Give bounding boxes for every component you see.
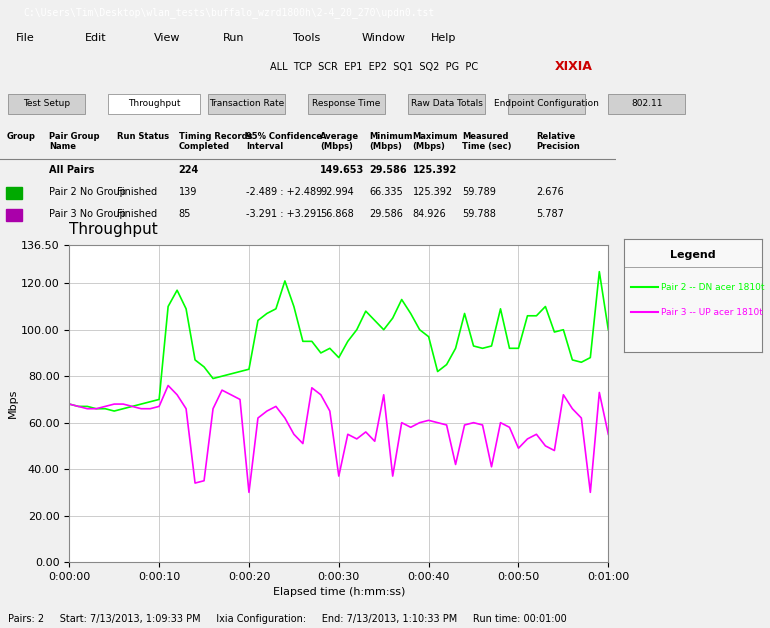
Text: -2.489 : +2.489: -2.489 : +2.489 xyxy=(246,187,323,197)
Text: Pair 2 -- DN acer 1810t: Pair 2 -- DN acer 1810t xyxy=(661,283,765,292)
Text: Legend: Legend xyxy=(670,250,716,260)
Text: Pair 3 No Group: Pair 3 No Group xyxy=(49,209,126,219)
Text: All Pairs: All Pairs xyxy=(49,165,95,175)
Text: 95% Confidence
Interval: 95% Confidence Interval xyxy=(246,132,323,151)
Text: Test Setup: Test Setup xyxy=(22,99,70,108)
Text: Relative
Precision: Relative Precision xyxy=(536,132,580,151)
Text: Transaction Rate: Transaction Rate xyxy=(209,99,284,108)
FancyBboxPatch shape xyxy=(408,94,485,114)
X-axis label: Elapsed time (h:mm:ss): Elapsed time (h:mm:ss) xyxy=(273,587,405,597)
Text: 2.676: 2.676 xyxy=(536,187,564,197)
Text: View: View xyxy=(154,33,180,43)
Text: 92.994: 92.994 xyxy=(320,187,354,197)
Text: File: File xyxy=(15,33,34,43)
Text: ALL  TCP  SCR  EP1  EP2  SQ1  SQ2  PG  PC: ALL TCP SCR EP1 EP2 SQ1 SQ2 PG PC xyxy=(270,62,477,72)
Text: Pair Group
Name: Pair Group Name xyxy=(49,132,100,151)
Text: Pairs: 2     Start: 7/13/2013, 1:09:33 PM     Ixia Configuration:     End: 7/13/: Pairs: 2 Start: 7/13/2013, 1:09:33 PM Ix… xyxy=(8,614,567,624)
FancyBboxPatch shape xyxy=(108,94,200,114)
Text: Throughput: Throughput xyxy=(128,99,180,108)
Text: 5.787: 5.787 xyxy=(536,209,564,219)
FancyBboxPatch shape xyxy=(208,94,285,114)
Text: Edit: Edit xyxy=(85,33,106,43)
Text: 29.586: 29.586 xyxy=(370,165,407,175)
Text: 224: 224 xyxy=(179,165,199,175)
FancyBboxPatch shape xyxy=(508,94,585,114)
Text: C:\Users\Tim\Desktop\wlan_tests\buffalo_wzrd1800h\2-4_20_270\updn0.tst: C:\Users\Tim\Desktop\wlan_tests\buffalo_… xyxy=(23,7,434,18)
Text: Response Time: Response Time xyxy=(313,99,380,108)
Bar xyxy=(6,209,22,222)
Text: 125.392: 125.392 xyxy=(413,165,457,175)
Bar xyxy=(6,187,22,200)
Text: XIXIA: XIXIA xyxy=(554,60,592,73)
Text: -3.291 : +3.291: -3.291 : +3.291 xyxy=(246,209,323,219)
Text: 59.789: 59.789 xyxy=(462,187,496,197)
Text: Throughput: Throughput xyxy=(69,222,158,237)
Text: 802.11: 802.11 xyxy=(631,99,662,108)
Text: Maximum
(Mbps): Maximum (Mbps) xyxy=(413,132,458,151)
Text: Group: Group xyxy=(6,132,35,141)
Text: 125.392: 125.392 xyxy=(413,187,453,197)
Y-axis label: Mbps: Mbps xyxy=(8,389,18,418)
Text: Pair 2 No Group: Pair 2 No Group xyxy=(49,187,126,197)
FancyBboxPatch shape xyxy=(308,94,385,114)
FancyBboxPatch shape xyxy=(8,94,85,114)
Text: Help: Help xyxy=(431,33,457,43)
Text: Endpoint Configuration: Endpoint Configuration xyxy=(494,99,599,108)
Text: 84.926: 84.926 xyxy=(413,209,447,219)
Text: Measured
Time (sec): Measured Time (sec) xyxy=(462,132,511,151)
Text: Average
(Mbps): Average (Mbps) xyxy=(320,132,360,151)
Text: Tools: Tools xyxy=(293,33,320,43)
Text: 66.335: 66.335 xyxy=(370,187,403,197)
Text: 56.868: 56.868 xyxy=(320,209,354,219)
FancyBboxPatch shape xyxy=(608,94,685,114)
Text: 149.653: 149.653 xyxy=(320,165,364,175)
Text: 59.788: 59.788 xyxy=(462,209,496,219)
Text: Minimum
(Mbps): Minimum (Mbps) xyxy=(370,132,413,151)
Text: Run: Run xyxy=(223,33,245,43)
Text: 139: 139 xyxy=(179,187,197,197)
Text: Finished: Finished xyxy=(117,209,157,219)
Text: Finished: Finished xyxy=(117,187,157,197)
Text: Pair 3 -- UP acer 1810t: Pair 3 -- UP acer 1810t xyxy=(661,308,763,317)
Text: Timing Records
Completed: Timing Records Completed xyxy=(179,132,252,151)
Text: Raw Data Totals: Raw Data Totals xyxy=(410,99,483,108)
Text: Run Status: Run Status xyxy=(117,132,169,141)
Text: Window: Window xyxy=(362,33,406,43)
Text: 85: 85 xyxy=(179,209,191,219)
Text: 29.586: 29.586 xyxy=(370,209,403,219)
